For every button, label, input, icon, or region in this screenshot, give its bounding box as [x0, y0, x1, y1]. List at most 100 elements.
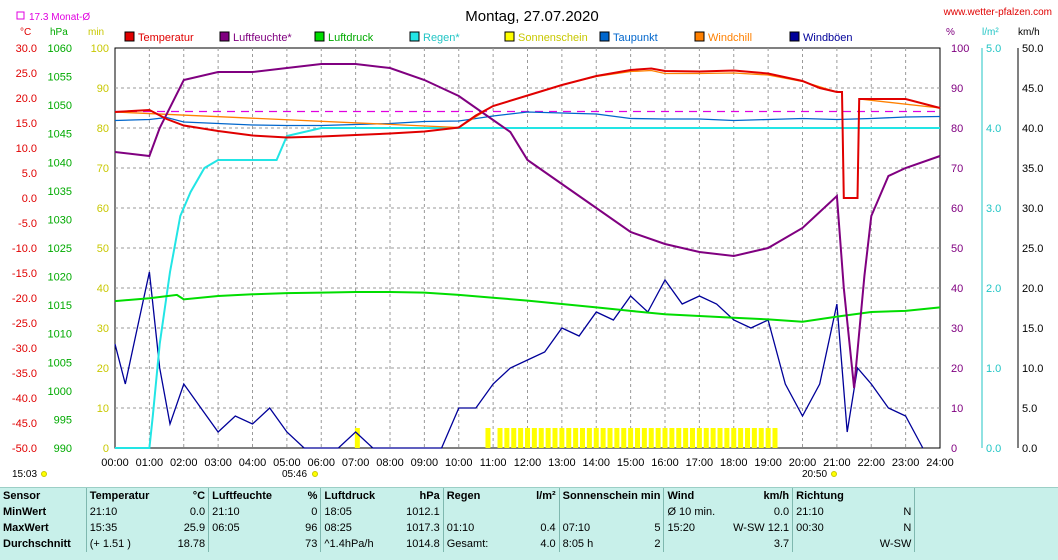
x-axis-tick: 23:00 — [892, 457, 920, 469]
series-line-taupunkt — [114, 111, 941, 127]
humidity-axis-tick: 0 — [951, 443, 957, 455]
hdr-wind: Wind — [663, 488, 731, 504]
sunshine-bar — [683, 428, 689, 448]
legend-swatch — [599, 31, 610, 42]
legend-swatch — [694, 31, 705, 42]
dir-time: 00:30 — [792, 520, 859, 536]
sunshine-bar — [566, 428, 572, 448]
statistics-panel: Sensor Temperatur °C Luftfeuchte % Luftd… — [0, 487, 1058, 560]
chart-axes: 30.0 25.0 20.0 15.0 10.0 5.0 0.0 -5.0 -10.0 -15.0… — [12, 43, 1044, 469]
chart-legend: Temperatur Luftfeuchte* Luftdruck Regen* Son… — [124, 31, 853, 44]
hdr-dir-blank — [859, 488, 915, 504]
sunshine-bar — [662, 428, 668, 448]
website-label[interactable]: www.wetter-pfalzen.com — [943, 7, 1052, 18]
hum-value: 96 — [305, 522, 318, 534]
pressure-axis-tick: 1030 — [48, 214, 72, 226]
hdr-dir: Richtung — [792, 488, 859, 504]
x-axis-tick: 00:00 — [101, 457, 129, 469]
temp-axis-tick: 20.0 — [16, 93, 37, 105]
legend-swatch — [504, 31, 515, 42]
press-value: 1012.1 — [406, 506, 440, 518]
x-axis-tick: 07:00 — [342, 457, 370, 469]
rain-axis-tick: 1.0 — [986, 363, 1001, 375]
wind-axis-tick: 35.0 — [1022, 163, 1043, 175]
wind-axis-tick: 50.0 — [1022, 43, 1043, 55]
month-avg-icon — [16, 11, 25, 20]
humidity-axis-tick: 30 — [951, 323, 963, 335]
stats-row-avg: Durchschnitt (+ 1.51 ) 18.78 73 ^1.4hPa/… — [0, 536, 1058, 552]
sunrise-label: 05:46 — [282, 469, 307, 480]
sunshine-axis-tick: 30 — [97, 323, 109, 335]
hdr-temp: Temperatur — [85, 488, 163, 504]
hdr-hum: Luftfeuchte — [208, 488, 285, 504]
hdr-rain-unit: l/m² — [536, 490, 556, 502]
unit-wind: km/h — [1018, 27, 1040, 38]
series-line-windböen — [114, 271, 924, 449]
x-axis-tick: 24:00 — [926, 457, 954, 469]
series-line-regen — [115, 127, 940, 449]
rain-time: Gesamt: — [442, 536, 520, 552]
x-axis-tick: 14:00 — [582, 457, 610, 469]
sunshine-bar — [621, 428, 627, 448]
sunshine-bar — [593, 428, 599, 448]
temp-axis-tick: -5.0 — [18, 218, 37, 230]
sunshine-axis-tick: 0 — [103, 443, 109, 455]
sunset-label: 20:50 — [802, 469, 827, 480]
empty-cell — [914, 536, 1058, 552]
dir-time: 21:10 — [792, 504, 859, 520]
wind-value: 3.7 — [773, 538, 790, 550]
sunshine-bar — [738, 428, 744, 448]
sun-time: 07:10 — [558, 520, 638, 536]
rain-axis-tick: 5.0 — [986, 43, 1001, 55]
x-axis-tick: 15:00 — [617, 457, 645, 469]
sunshine-bar — [690, 428, 695, 448]
sunshine-bar — [655, 428, 661, 448]
sunshine-axis-tick: 100 — [91, 43, 109, 55]
wind-value: W-SW 12.1 — [733, 522, 790, 534]
wind-time: 15:20 — [663, 520, 731, 536]
hdr-wind-unit: km/h — [763, 490, 790, 502]
hum-time — [208, 536, 285, 552]
hum-time: 21:10 — [208, 504, 285, 520]
sun-value: 2 — [654, 538, 661, 550]
unit-hum: % — [946, 27, 955, 38]
sunshine-bar — [545, 428, 551, 448]
temp-time: 15:35 — [85, 520, 163, 536]
series-line-luftdruck — [114, 291, 941, 323]
sunshine-bar — [497, 428, 503, 448]
x-axis-tick: 12:00 — [514, 457, 542, 469]
hdr-sun: Sonnenschein min — [558, 488, 664, 504]
sunshine-bar — [354, 428, 360, 448]
temp-axis-tick: -30.0 — [12, 343, 37, 355]
sunshine-bar — [703, 428, 709, 448]
dir-time — [792, 536, 859, 552]
sunshine-bar — [758, 428, 764, 448]
empty-cell — [914, 520, 1058, 536]
pressure-axis-tick: 1025 — [48, 243, 72, 255]
x-axis-tick: 04:00 — [239, 457, 267, 469]
x-axis-tick: 18:00 — [720, 457, 748, 469]
temp-value: 18.78 — [177, 538, 206, 550]
legend-swatch — [124, 31, 135, 42]
sunshine-axis-tick: 50 — [97, 243, 109, 255]
sunshine-axis-tick: 80 — [97, 123, 109, 135]
legend-label: Temperatur — [138, 32, 194, 44]
wind-axis-tick: 15.0 — [1022, 323, 1043, 335]
rain-axis-tick: 0.0 — [986, 443, 1001, 455]
sunshine-bar — [717, 428, 723, 448]
temp-axis-tick: 25.0 — [16, 68, 37, 80]
wind-value: 0.0 — [773, 506, 790, 518]
legend-swatch — [219, 31, 230, 42]
start-time-label: 15:03 — [12, 469, 37, 480]
unit-temp: °C — [20, 27, 31, 38]
x-axis-tick: 02:00 — [170, 457, 198, 469]
x-axis-tick: 01:00 — [136, 457, 164, 469]
stats-row-min: MinWert 21:10 0.0 21:10 0 18:05 1012.1 Ø… — [0, 504, 1058, 520]
pressure-axis-tick: 1000 — [48, 386, 72, 398]
dir-value: N — [903, 522, 912, 534]
legend-swatch — [409, 31, 420, 42]
sunshine-bar — [531, 428, 537, 448]
legend-label: Windböen — [803, 32, 853, 44]
chart-title: Montag, 27.07.2020 — [465, 8, 598, 25]
sunshine-bar — [724, 428, 730, 448]
